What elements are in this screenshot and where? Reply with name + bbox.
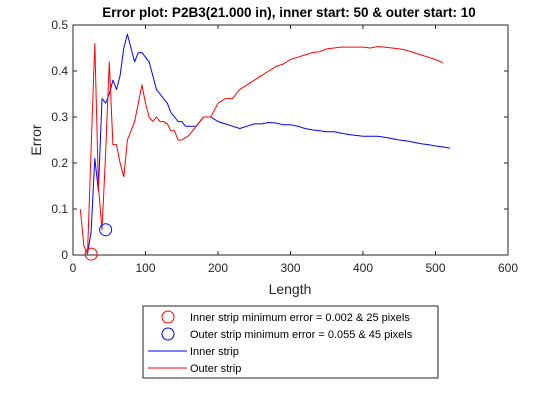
x-tick-label: 600 [498,261,518,275]
chart-title: Error plot: P2B3(21.000 in), inner start… [102,5,476,20]
legend-box [142,305,439,379]
legend-label: Outer strip minimum error = 0.055 & 45 p… [190,329,413,341]
series-layer [79,33,451,255]
legend-circle-symbol [161,327,175,341]
marker-layer [84,223,113,261]
x-tick-label: 100 [135,261,155,275]
x-tick-label: 200 [208,261,228,275]
axes-ticks: 0 100 200 300 400 500 600 0 0.1 0.2 0.3 0.4 0.5 [51,18,518,275]
x-axis-label: Length [269,281,312,297]
y-tick-label: 0.2 [51,156,68,170]
series-line-outer-strip [79,42,444,255]
legend-items: Inner strip minimum error = 0.002 & 25 p… [148,310,413,375]
series-line-inner-strip [87,33,451,255]
y-tick-label: 0 [61,248,68,262]
min-error-marker [84,247,98,261]
legend-label: Inner strip minimum error = 0.002 & 25 p… [190,312,410,324]
x-tick-label: 300 [280,261,300,275]
legend: Inner strip minimum error = 0.002 & 25 p… [142,305,439,379]
x-tick-label: 0 [70,261,77,275]
y-tick-label: 0.1 [51,202,68,216]
y-tick-label: 0.5 [51,18,68,32]
y-tick-label: 0.3 [51,110,68,124]
legend-label: Inner strip [190,346,239,358]
min-error-marker [99,223,113,237]
x-tick-label: 400 [353,261,373,275]
x-tick-label: 500 [425,261,445,275]
legend-label: Outer strip [190,363,241,375]
y-tick-label: 0.4 [51,64,68,78]
legend-circle-symbol [161,310,175,324]
y-axis-label: Error [28,124,44,155]
